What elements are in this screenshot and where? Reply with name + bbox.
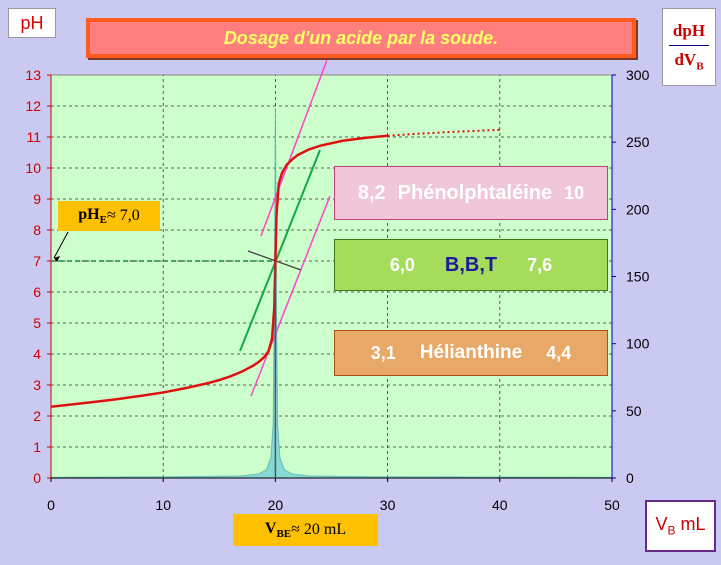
y-tick-label: 13 bbox=[25, 67, 41, 83]
y-tick-label: 8 bbox=[33, 222, 41, 238]
y2-tick-label: 150 bbox=[626, 269, 650, 285]
phe-sub: E bbox=[99, 214, 107, 227]
y-axis-label-box: pH bbox=[8, 8, 56, 38]
indicator-phenolphtaleine: 8,2 Phénolphtaléine 10 bbox=[334, 166, 608, 220]
x-tick-label: 40 bbox=[492, 497, 508, 513]
tangent-lower bbox=[250, 195, 331, 397]
y2-tick-label: 50 bbox=[626, 403, 642, 419]
phe-main: pH bbox=[78, 205, 100, 223]
indicator-name: B,B,T bbox=[444, 253, 498, 276]
curve-layer bbox=[50, 128, 500, 408]
tangent-layer bbox=[239, 59, 331, 397]
ph-curve-extrapolated bbox=[387, 128, 500, 137]
x-label-main: V bbox=[655, 514, 668, 535]
y-tick-label: 11 bbox=[26, 129, 41, 145]
x-tick-label: 10 bbox=[155, 497, 171, 513]
indicator-name: Hélianthine bbox=[419, 342, 523, 363]
vbe-text: VBE bbox=[265, 520, 291, 540]
indicator-name: Phénolphtaléine bbox=[397, 181, 553, 204]
y2-tick-label: 200 bbox=[626, 201, 650, 217]
y2-tick-label: 100 bbox=[626, 336, 650, 352]
phe-pointer-arrow bbox=[53, 231, 69, 259]
equivalence-volume-label: VBE ≈ 20 mL bbox=[233, 514, 378, 546]
y-tick-label: 12 bbox=[25, 98, 41, 114]
indicator-high: 4,4 bbox=[546, 342, 572, 363]
y-tick-label: 2 bbox=[33, 408, 41, 424]
indicator-low: 8,2 bbox=[357, 181, 386, 204]
vbe-main: V bbox=[264, 519, 277, 537]
indicator-bbt: 6,0 B,B,T 7,6 bbox=[334, 239, 608, 291]
x-label-sub: B bbox=[667, 523, 676, 538]
y-tick-label: 3 bbox=[33, 377, 41, 393]
x-tick-label: 30 bbox=[380, 497, 396, 513]
y-axis-label: pH bbox=[20, 12, 44, 33]
chart-title-banner: Dosage d'un acide par la soude. bbox=[86, 18, 636, 58]
indicator-high: 7,6 bbox=[527, 254, 553, 275]
x-tick-label: 0 bbox=[47, 497, 55, 513]
y-tick-label: 9 bbox=[33, 191, 41, 207]
indicator-helianthine: 3,1 Hélianthine 4,4 bbox=[334, 330, 608, 376]
x-label-unit: mL bbox=[675, 514, 706, 535]
y-tick-label: 10 bbox=[25, 160, 41, 176]
chart-title: Dosage d'un acide par la soude. bbox=[223, 27, 499, 48]
y-tick-label: 7 bbox=[33, 253, 41, 269]
y2-tick-label: 0 bbox=[626, 470, 634, 486]
y2-tick-label: 300 bbox=[626, 67, 650, 83]
vbe-value: ≈ 20 mL bbox=[291, 521, 347, 538]
y-tick-label: 4 bbox=[33, 346, 41, 362]
x-axis-label-box: VB mL bbox=[645, 500, 716, 552]
equivalence-layer bbox=[51, 231, 277, 478]
phe-value: ≈ 7,0 bbox=[106, 207, 140, 224]
x-tick-label: 20 bbox=[268, 497, 284, 513]
x-axis-label: VB mL bbox=[655, 514, 705, 538]
indicator-low: 6,0 bbox=[389, 254, 415, 275]
y-tick-label: 1 bbox=[33, 439, 41, 455]
tangent-upper bbox=[260, 59, 328, 237]
y-tick-label: 5 bbox=[33, 315, 41, 331]
ph-curve bbox=[50, 134, 388, 408]
phe-text: pHE bbox=[78, 206, 107, 226]
y-tick-label: 6 bbox=[33, 284, 41, 300]
y2-axis-label-denominator: dVB bbox=[674, 50, 703, 72]
y2-axis-label-numerator: dpH bbox=[672, 21, 706, 41]
y2-den-main: dV bbox=[674, 50, 697, 70]
y2-den-sub: B bbox=[696, 60, 704, 73]
x-tick-label: 50 bbox=[604, 497, 620, 513]
y2-tick-label: 250 bbox=[626, 134, 650, 150]
equivalence-ph-label: pHE ≈ 7,0 bbox=[58, 201, 160, 231]
y2-axis-label-box: dpH dVB bbox=[662, 8, 716, 86]
arrow-head bbox=[54, 256, 60, 262]
fraction-bar bbox=[669, 45, 709, 47]
tangent-parallel-median bbox=[239, 149, 321, 352]
vbe-sub: BE bbox=[276, 528, 292, 541]
indicator-low: 3,1 bbox=[370, 342, 396, 363]
y-tick-label: 0 bbox=[33, 470, 41, 486]
indicator-high: 10 bbox=[564, 182, 585, 203]
